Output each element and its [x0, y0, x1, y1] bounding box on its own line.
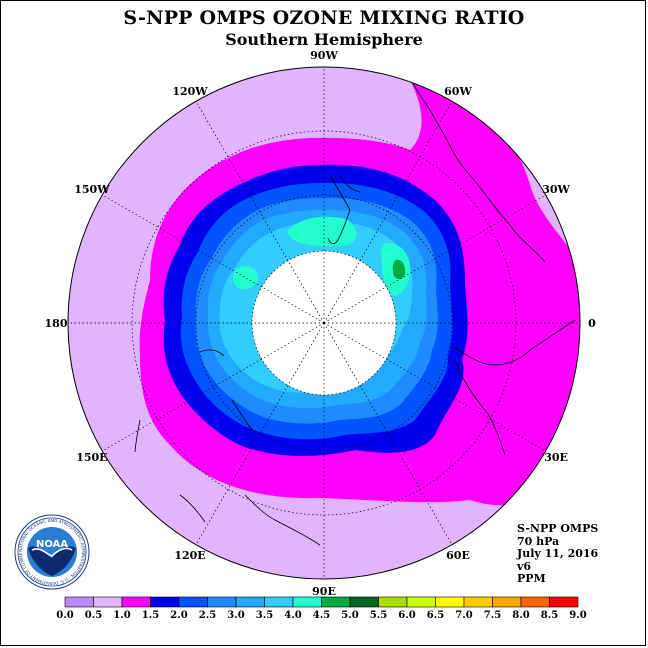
date-label: July 11, 2016 — [517, 547, 599, 560]
graticule — [68, 67, 580, 579]
noaa-logo-text: NOAA — [36, 539, 68, 550]
longitude-label: 120W — [172, 85, 208, 98]
units-label: PPM — [517, 572, 546, 585]
longitude-label: 30W — [542, 183, 570, 196]
map-title: S-NPP OMPS OZONE MIXING RATIO — [123, 7, 525, 29]
map-boundary — [67, 66, 581, 580]
meridian-line — [323, 194, 546, 324]
longitude-label: 120E — [174, 549, 205, 562]
meridian-line — [323, 322, 453, 545]
longitude-label: 150E — [76, 451, 107, 464]
ozone-band-green — [392, 259, 406, 280]
ozone-band-teal-west — [232, 266, 258, 290]
meridian-line — [102, 194, 325, 324]
noaa-logo-ring — [17, 517, 87, 587]
longitude-label: 30E — [544, 451, 568, 464]
noaa-logo: NATIONAL OCEANIC AND ATMOSPHERIC ADMINIS… — [14, 514, 90, 590]
instrument-label: S-NPP OMPS — [517, 522, 599, 535]
noaa-logo-bird-icon — [28, 546, 76, 576]
meridian-line — [323, 101, 453, 324]
longitude-label: 90E — [312, 585, 336, 598]
meridian-line — [102, 322, 325, 452]
longitude-label: 60E — [446, 549, 470, 562]
map-subtitle: Southern Hemisphere — [225, 30, 423, 49]
longitude-label: 180 — [45, 317, 68, 330]
meridian-line — [195, 101, 325, 324]
longitude-label: 90W — [310, 49, 338, 62]
version-label: v6 — [517, 559, 532, 573]
info-block: S-NPP OMPS 70 hPa July 11, 2016 v6 PPM — [517, 522, 599, 586]
meridian-line — [195, 322, 325, 545]
longitude-label: 150W — [74, 183, 110, 196]
ozone-band-teal — [288, 216, 357, 247]
meridian-line — [323, 322, 546, 452]
longitude-labels: 90W 60W 30W 0 30E 60E 90E 120E 150E 180 150W 120W — [45, 49, 597, 598]
longitude-label: 0 — [588, 317, 596, 330]
pressure-level-label: 70 hPa — [517, 534, 560, 548]
longitude-label: 60W — [444, 85, 472, 98]
